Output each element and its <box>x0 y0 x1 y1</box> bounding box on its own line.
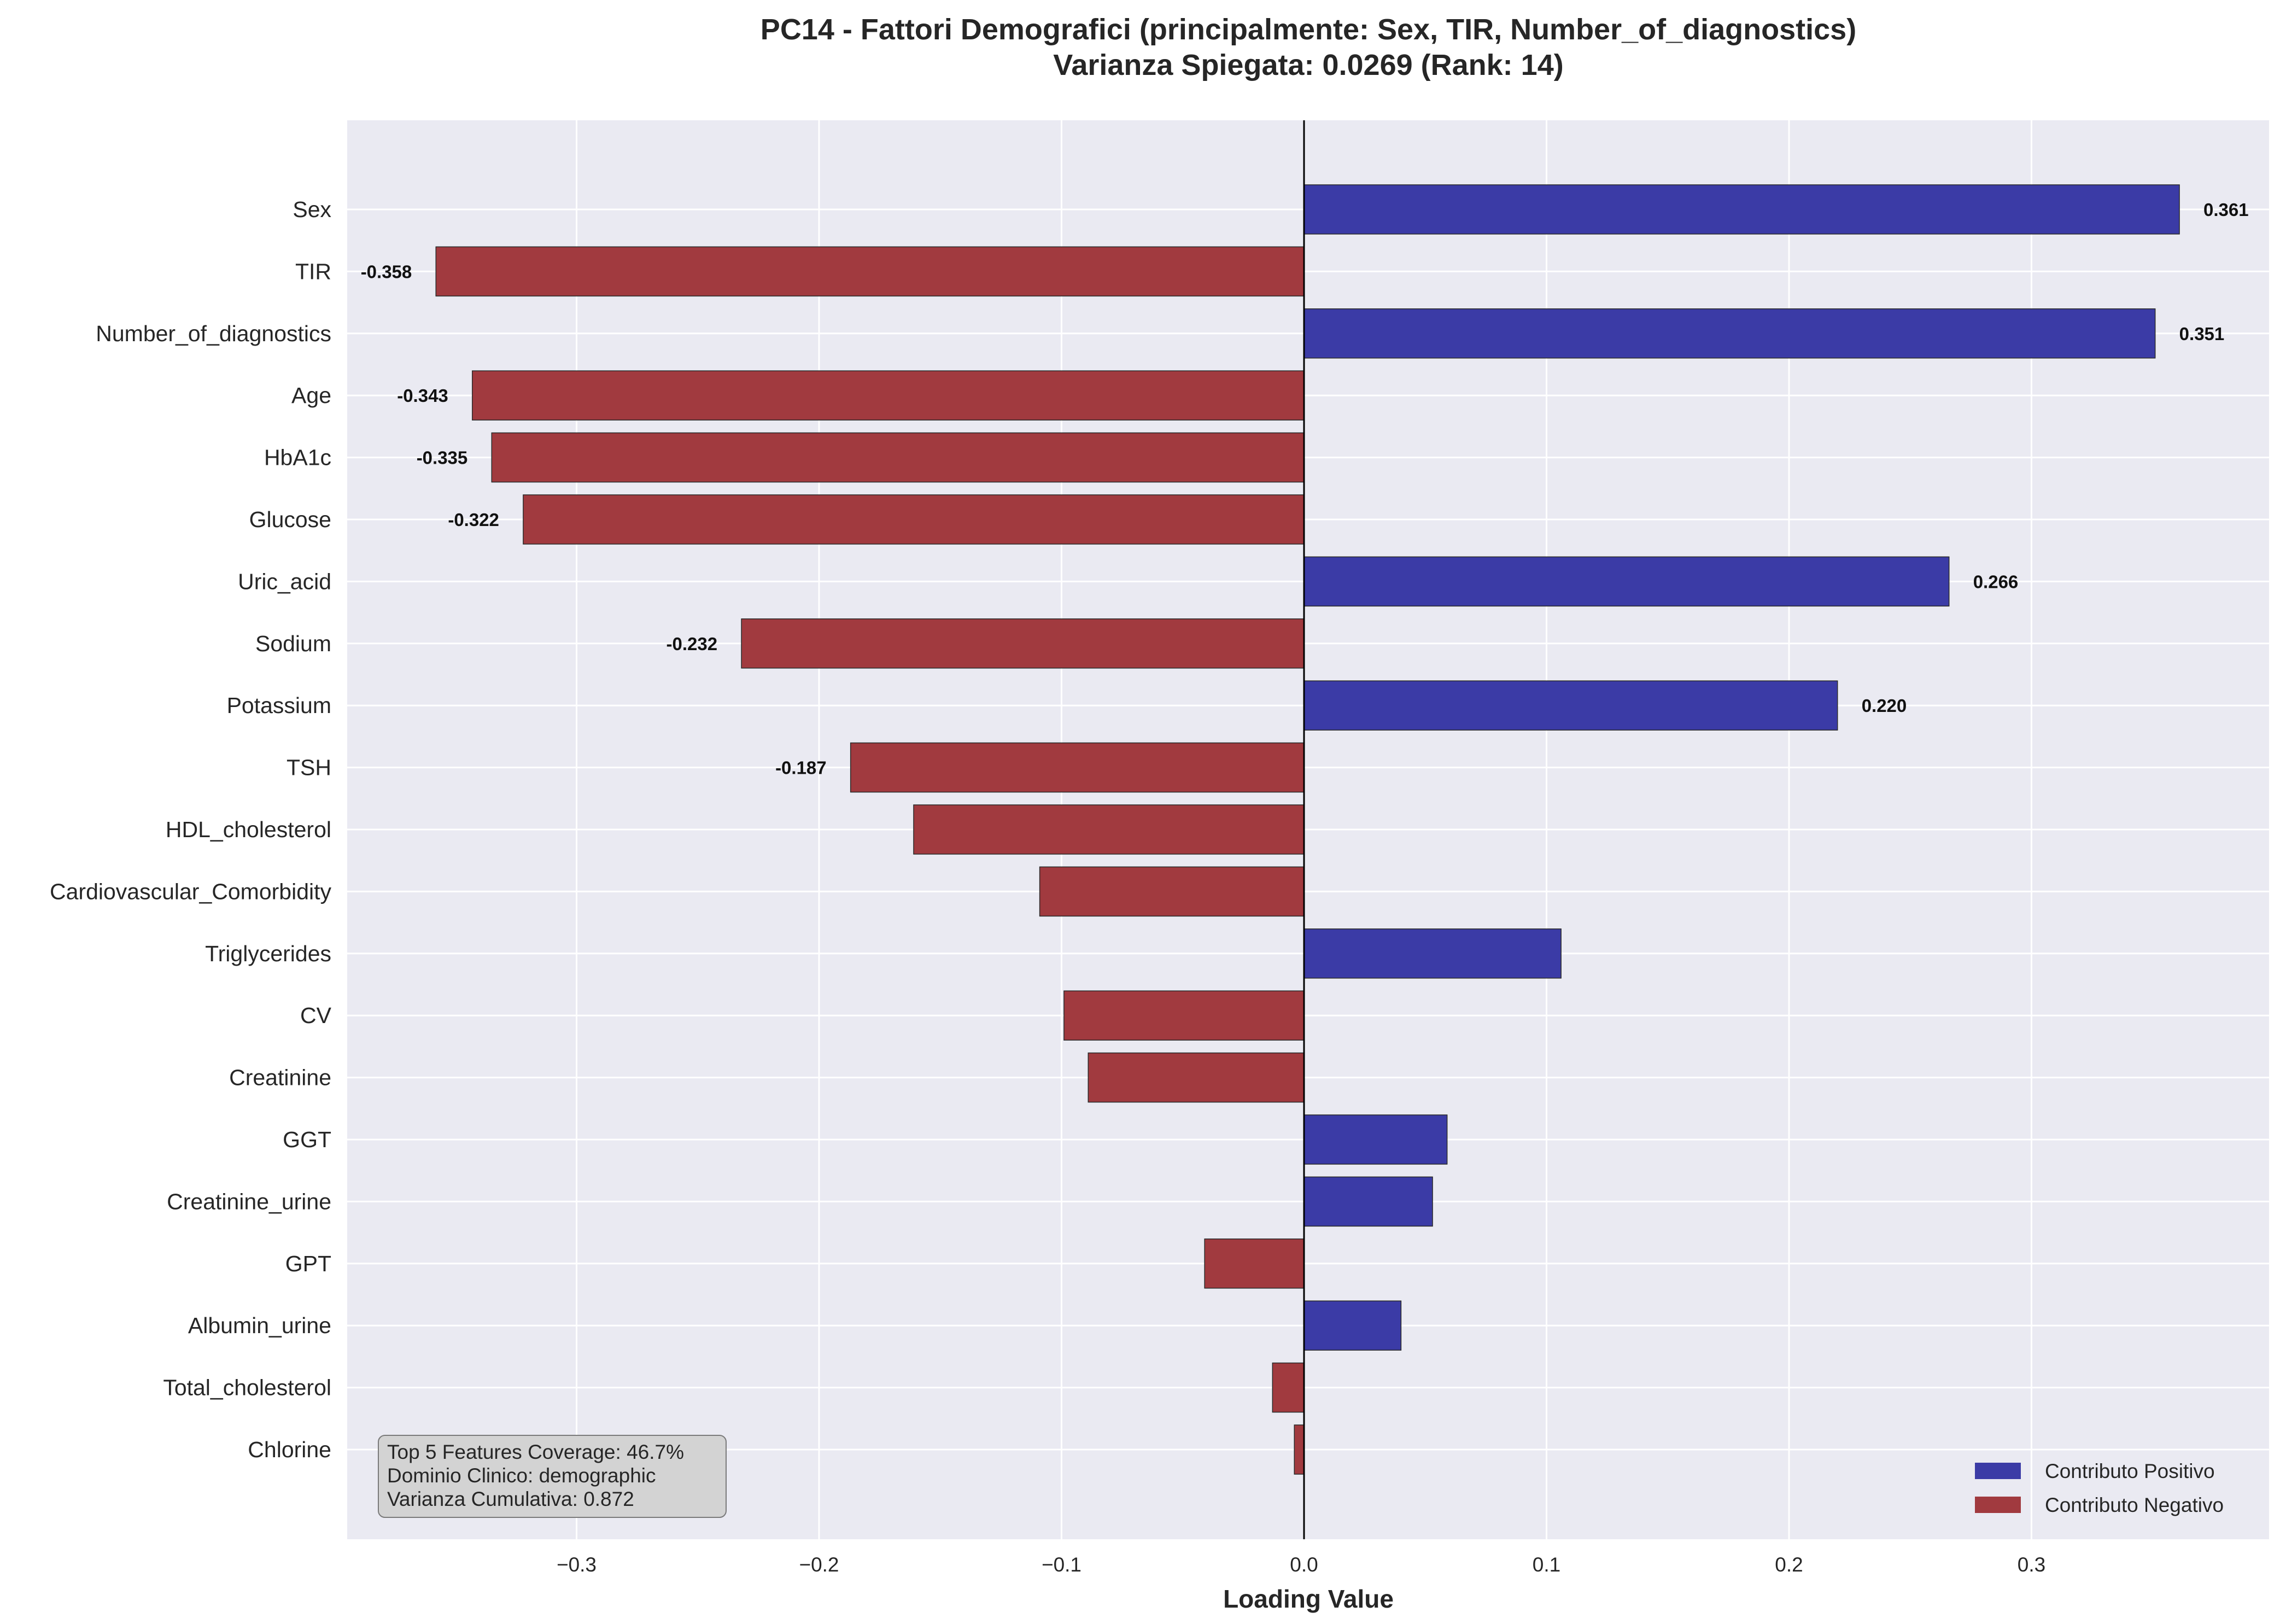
info-box-line-3: Varianza Cumulativa: 0.872 <box>387 1488 634 1510</box>
y-tick-label: HbA1c <box>264 445 331 470</box>
chart-title-line2: Varianza Spiegata: 0.0269 (Rank: 14) <box>1053 49 1563 81</box>
legend-label-positive: Contributo Positivo <box>2045 1460 2215 1482</box>
y-tick-label: Chlorine <box>248 1437 331 1462</box>
y-tick-labels: Sex TIR Number_of_diagnostics Age HbA1c Gluco… <box>50 197 332 1462</box>
bar-creatinine <box>1088 1052 1305 1103</box>
value-label: 0.220 <box>1862 696 1907 716</box>
bar-glucose <box>523 494 1305 545</box>
y-tick-label: Potassium <box>227 693 331 718</box>
bar-tir <box>435 246 1305 297</box>
legend-swatch-positive <box>1975 1463 2021 1479</box>
value-label: -0.232 <box>667 634 718 654</box>
bar-total-cholesterol <box>1272 1362 1305 1413</box>
chart-title-line1: PC14 - Fattori Demografici (principalmen… <box>761 13 1856 46</box>
bar-tsh <box>850 742 1305 793</box>
bar-chlorine <box>1294 1424 1305 1475</box>
bar-uric-acid <box>1303 556 1950 607</box>
y-tick-label: Cardiovascular_Comorbidity <box>50 879 331 904</box>
bar-creatinine-urine <box>1303 1176 1433 1227</box>
value-label: 0.361 <box>2203 200 2249 220</box>
y-tick-label: GGT <box>283 1127 331 1152</box>
x-axis-label: Loading Value <box>1223 1585 1394 1613</box>
bar-number-of-diagnostics <box>1303 308 2156 359</box>
bar-triglycerides <box>1303 928 1562 979</box>
y-tick-label: Sex <box>293 197 331 222</box>
bar-age <box>472 370 1305 420</box>
value-labels: 0.361 -0.358 0.351 -0.343 -0.335 -0.322 0.266 -… <box>361 200 2249 778</box>
info-box-background <box>378 1435 727 1518</box>
value-label: -0.343 <box>397 385 448 406</box>
y-tick-label: Number_of_diagnostics <box>96 321 331 346</box>
bar-hba1c <box>491 432 1305 483</box>
info-box: Top 5 Features Coverage: 46.7% Dominio C… <box>378 1435 727 1518</box>
bar-ggt <box>1303 1114 1448 1165</box>
value-label: -0.322 <box>448 510 499 530</box>
y-tick-label: Glucose <box>249 507 331 532</box>
value-label: -0.187 <box>775 758 827 778</box>
y-tick-label: HDL_cholesterol <box>166 817 331 842</box>
y-tick-label: Triglycerides <box>205 941 331 966</box>
y-tick-label: Creatinine <box>229 1065 331 1090</box>
bar-gpt <box>1204 1239 1305 1289</box>
x-tick-label: −0.3 <box>557 1553 597 1576</box>
value-label: -0.335 <box>417 448 468 468</box>
bar-hdl-cholesterol <box>913 804 1305 855</box>
bar-cardiovascular-comorbidity <box>1039 866 1305 917</box>
y-tick-label: Albumin_urine <box>188 1313 331 1338</box>
y-tick-label: TIR <box>295 259 331 284</box>
y-tick-label: GPT <box>285 1251 331 1276</box>
x-tick-label: 0.0 <box>1290 1553 1318 1576</box>
bar-cv <box>1063 990 1305 1041</box>
y-tick-label: Sodium <box>255 631 331 656</box>
value-label: -0.358 <box>361 261 412 282</box>
x-tick-label: 0.1 <box>1533 1553 1560 1576</box>
y-tick-label: Total_cholesterol <box>163 1375 331 1400</box>
y-tick-label: TSH <box>287 755 331 780</box>
legend-swatch-negative <box>1975 1497 2021 1513</box>
legend: Contributo Positivo Contributo Negativo <box>1975 1460 2224 1516</box>
info-box-line-2: Dominio Clinico: demographic <box>387 1464 656 1487</box>
y-tick-label: Age <box>291 383 331 408</box>
bars <box>435 184 2180 1475</box>
legend-label-negative: Contributo Negativo <box>2045 1494 2224 1516</box>
x-tick-labels: −0.3 −0.2 −0.1 0.0 0.1 0.2 0.3 <box>557 1553 2045 1576</box>
y-tick-label: Uric_acid <box>238 569 331 594</box>
y-tick-label: CV <box>300 1003 332 1028</box>
x-tick-label: −0.1 <box>1042 1553 1081 1576</box>
bar-albumin-urine <box>1303 1300 1402 1351</box>
x-tick-label: −0.2 <box>799 1553 839 1576</box>
bar-sex <box>1303 184 2180 235</box>
value-label: 0.266 <box>1973 571 2019 592</box>
bar-potassium <box>1303 680 1838 731</box>
bar-sodium <box>741 618 1305 669</box>
value-label: 0.351 <box>2179 324 2225 344</box>
info-box-line-1: Top 5 Features Coverage: 46.7% <box>387 1441 684 1463</box>
x-tick-label: 0.2 <box>1775 1553 1803 1576</box>
x-tick-label: 0.3 <box>2018 1553 2045 1576</box>
y-tick-label: Creatinine_urine <box>167 1189 331 1214</box>
